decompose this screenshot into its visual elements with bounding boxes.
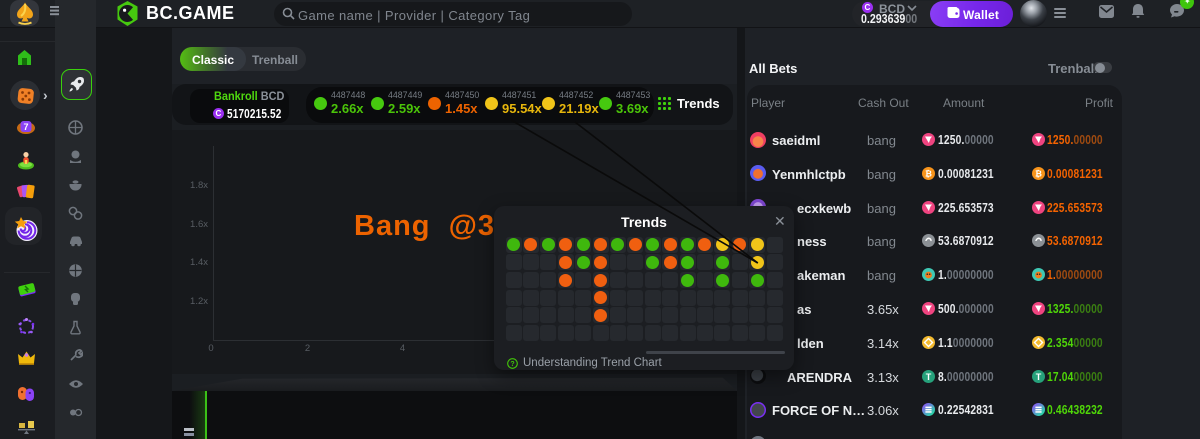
svg-text:₿: ₿ [1035, 168, 1042, 178]
svg-text:T: T [926, 371, 932, 381]
svg-text:?: ? [510, 361, 514, 368]
svg-text:T: T [1036, 371, 1042, 381]
svg-text:7: 7 [23, 122, 28, 132]
svg-text:₿: ₿ [925, 168, 932, 178]
